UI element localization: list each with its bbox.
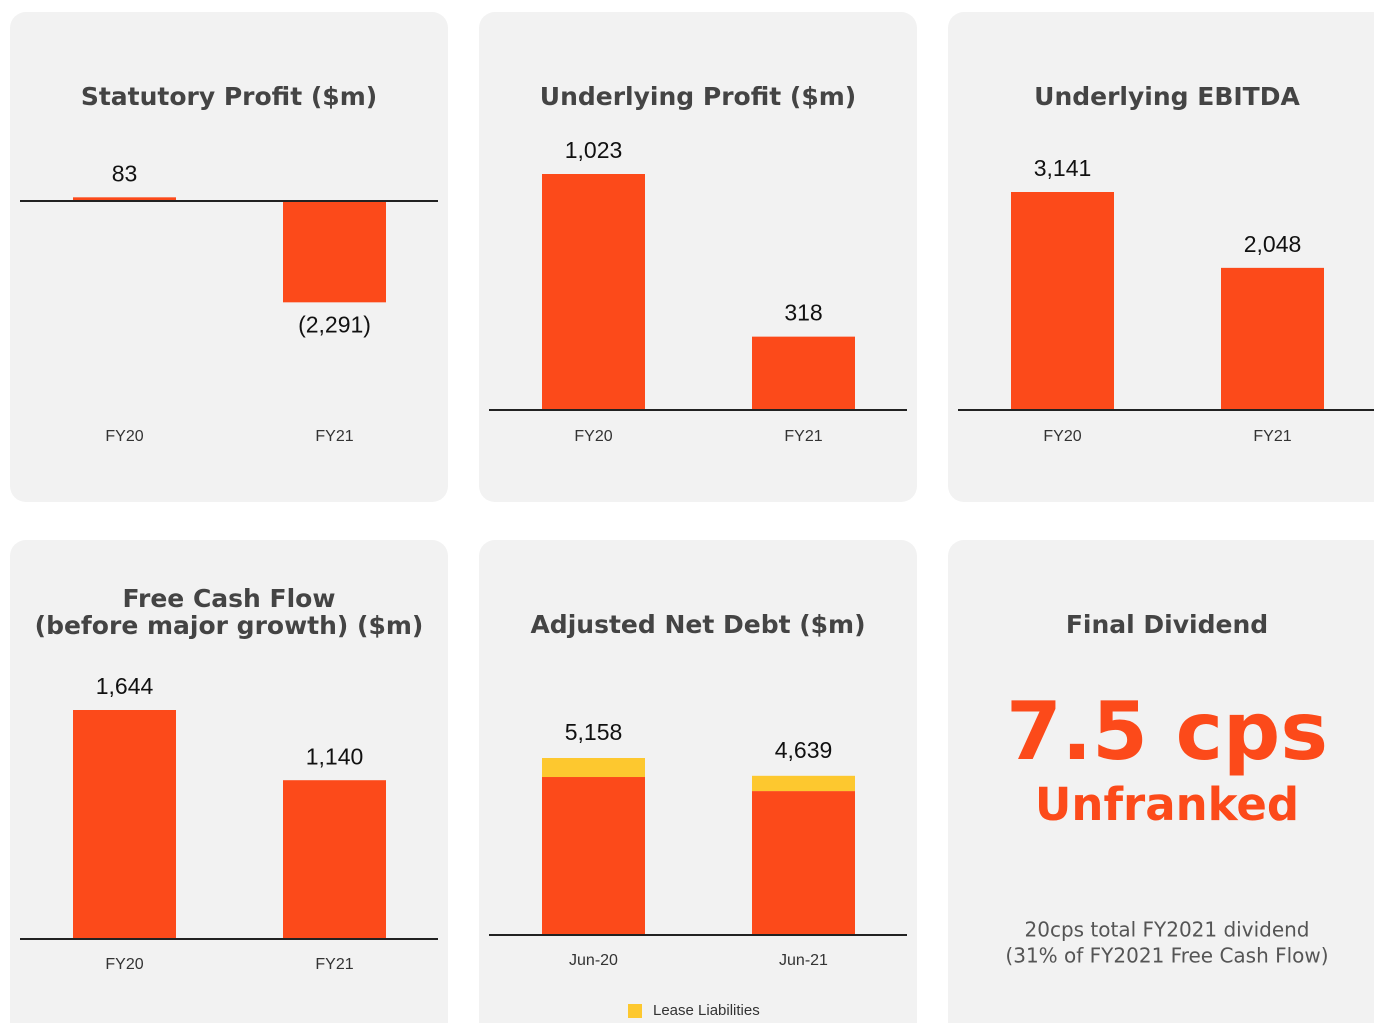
x-tick-label: Jun-20 (569, 952, 618, 969)
value-label: 2,048 (1244, 231, 1302, 257)
chart-title: Free Cash Flow (123, 584, 336, 613)
bar (1011, 192, 1114, 410)
bar-segment (542, 777, 645, 935)
x-tick-label: FY21 (315, 956, 353, 973)
chart-title: Underlying Profit ($m) (540, 82, 856, 111)
bar-segment (752, 791, 855, 935)
bar (283, 780, 386, 939)
bar (73, 710, 176, 939)
x-tick-label: FY20 (105, 956, 143, 973)
x-tick-label: FY21 (315, 428, 353, 445)
bar (752, 336, 855, 410)
bar (1221, 267, 1324, 410)
total-label: 4,639 (775, 737, 833, 763)
card (10, 12, 448, 502)
chart-title: Statutory Profit ($m) (81, 82, 377, 111)
bar-segment (542, 758, 645, 778)
bar (283, 201, 386, 303)
dividend-note: (31% of FY2021 Free Cash Flow) (1005, 944, 1328, 968)
value-label: 83 (112, 160, 138, 186)
dividend-note: 20cps total FY2021 dividend (1025, 918, 1310, 942)
chart-title: Underlying EBITDA (1034, 82, 1300, 111)
value-label: 1,140 (306, 743, 364, 769)
legend-label: Lease Liabilities (653, 1002, 760, 1019)
value-label: 318 (784, 300, 822, 326)
legend-swatch (628, 1004, 642, 1018)
chart-title: Adjusted Net Debt ($m) (530, 610, 865, 639)
bar (542, 174, 645, 410)
x-tick-label: Jun-21 (779, 952, 828, 969)
bar (73, 197, 176, 201)
value-label: (2,291) (298, 311, 371, 337)
bar-segment (752, 775, 855, 792)
x-tick-label: FY21 (1253, 428, 1291, 445)
value-label: 1,023 (565, 137, 623, 163)
x-tick-label: FY21 (784, 428, 822, 445)
value-label: 3,141 (1034, 155, 1092, 181)
dividend-subhead: Unfranked (1035, 778, 1299, 831)
dividend-title: Final Dividend (1066, 610, 1268, 639)
value-label: 1,644 (96, 673, 154, 699)
x-tick-label: FY20 (1043, 428, 1081, 445)
total-label: 5,158 (565, 719, 623, 745)
x-tick-label: FY20 (105, 428, 143, 445)
dividend-headline: 7.5 cps (1006, 685, 1328, 778)
chart-title: (before major growth) ($m) (35, 611, 424, 640)
card (948, 540, 1374, 1023)
x-tick-label: FY20 (574, 428, 612, 445)
